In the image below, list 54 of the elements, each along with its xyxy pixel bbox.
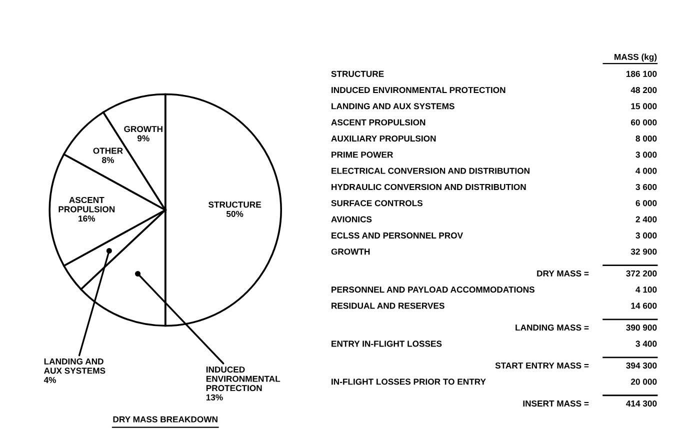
text: 4 000 [636,168,657,174]
slice-label: OTHER [93,148,123,154]
slice-label: GROWTH [124,126,162,132]
category-label: HYDRAULIC CONVERSION AND DISTRIBUTION [332,184,526,190]
slice-label: INDUCED ENVIRONMENTAL PROTECTION [206,366,280,392]
category-label: PERSONNEL AND PAYLOAD ACCOMMODATIONS [332,286,534,293]
text: 20 000 [630,378,657,385]
slice-label: STRUCTURE [208,202,262,208]
text: 390 900 [626,324,657,331]
text: 3 600 [636,184,657,190]
text: 394 300 [626,362,657,369]
category-label: DRY MASS = [537,270,589,276]
category-label: STRUCTURE [331,70,384,77]
data-label: 13% [206,394,223,400]
category-label: IN-FLIGHT LOSSES PRIOR TO ENTRY [332,378,486,385]
category-label: INSERT MASS = [523,400,589,407]
text: 4 100 [636,286,657,293]
category-label: LANDING AND AUX SYSTEMS [332,103,454,110]
data-label: 9% [137,135,150,142]
category-label: ENTRY IN-FLIGHT LOSSES [332,340,442,347]
data-label: 50% [226,210,244,217]
text: 15 000 [631,103,657,110]
data-label: 8% [102,156,114,164]
category-label: LANDING MASS = [516,324,589,331]
category-label: SURFACE CONTROLS [331,200,423,206]
text: DRY MASS BREAKDOWN [113,416,218,422]
text: MASS (kg) [614,54,657,62]
slice-label: ASCENT PROPULSION [58,196,115,212]
text: 6 000 [636,200,657,206]
text: 414 300 [626,400,657,407]
category-label: PRIME POWER [332,152,394,158]
data-label: 16% [78,215,96,222]
text: 60 000 [631,119,657,126]
text: 14 600 [631,302,657,309]
text: 8 000 [636,135,657,142]
category-label: RESIDUAL AND RESERVES [332,302,444,309]
category-label: START ENTRY MASS = [495,362,589,369]
text: 3 000 [636,232,657,239]
data-label: 4% [44,376,56,384]
slice-label: LANDING AND AUX SYSTEMS [44,358,106,374]
text: 2 400 [636,216,657,222]
category-label: ASCENT PROPULSION [331,119,426,126]
text: 372 200 [626,270,657,277]
category-label: ECLSS AND PERSONNEL PROV [332,232,463,239]
category-label: ELECTRICAL CONVERSION AND DISTRIBUTION [332,168,530,174]
category-label: AVIONICS [331,216,372,222]
text: 3 000 [636,152,657,158]
category-label: AUXILIARY PROPULSION [331,135,436,142]
text: 32 900 [630,248,657,255]
category-label: INDUCED ENVIRONMENTAL PROTECTION [332,87,506,94]
text: 48 200 [630,87,657,94]
text: 3 400 [636,340,657,347]
category-label: GROWTH [331,248,370,255]
text: 186 100 [626,70,657,77]
